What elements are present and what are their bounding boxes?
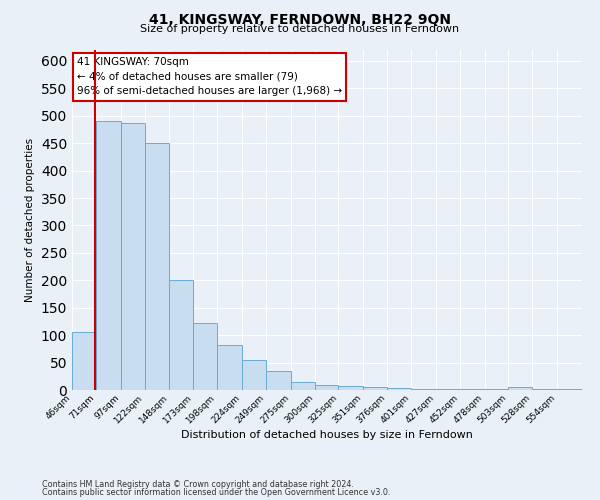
Bar — [508, 388, 532, 390]
Bar — [217, 345, 242, 390]
Text: Size of property relative to detached houses in Ferndown: Size of property relative to detached ho… — [140, 24, 460, 34]
Bar — [242, 360, 266, 390]
Y-axis label: Number of detached properties: Number of detached properties — [25, 138, 35, 302]
Bar — [291, 382, 314, 390]
Text: 41 KINGSWAY: 70sqm
← 4% of detached houses are smaller (79)
96% of semi-detached: 41 KINGSWAY: 70sqm ← 4% of detached hous… — [77, 57, 342, 96]
Text: 41, KINGSWAY, FERNDOWN, BH22 9QN: 41, KINGSWAY, FERNDOWN, BH22 9QN — [149, 12, 451, 26]
Bar — [145, 143, 169, 390]
Bar — [266, 371, 291, 390]
Bar — [338, 386, 363, 390]
Bar — [363, 388, 387, 390]
Bar — [387, 388, 411, 390]
Bar — [121, 123, 145, 390]
Bar — [193, 323, 217, 390]
Bar — [169, 280, 193, 390]
Bar — [72, 332, 96, 390]
Text: Contains HM Land Registry data © Crown copyright and database right 2024.: Contains HM Land Registry data © Crown c… — [42, 480, 354, 489]
Bar — [411, 389, 436, 390]
X-axis label: Distribution of detached houses by size in Ferndown: Distribution of detached houses by size … — [181, 430, 473, 440]
Text: Contains public sector information licensed under the Open Government Licence v3: Contains public sector information licen… — [42, 488, 391, 497]
Bar — [96, 122, 121, 390]
Bar — [314, 384, 338, 390]
